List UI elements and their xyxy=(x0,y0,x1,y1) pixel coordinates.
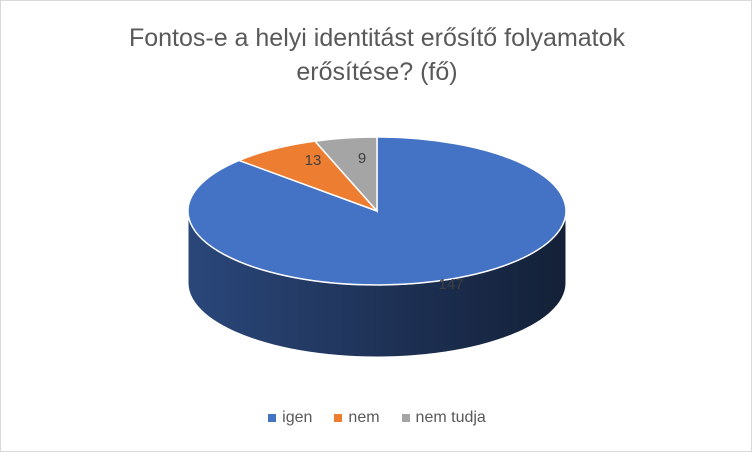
legend-swatch-igen xyxy=(268,414,277,422)
legend-swatch-nem-tudja xyxy=(401,414,410,422)
legend-item-nem: nem xyxy=(334,409,380,427)
chart-title: Fontos-e a helyi identitást erősítő foly… xyxy=(1,21,752,89)
data-label-igen: 147 xyxy=(438,276,463,293)
chart-legend: igen nem nem tudja xyxy=(1,409,752,427)
chart-title-line-2: erősítése? (fő) xyxy=(296,58,458,86)
legend-label-nem: nem xyxy=(348,409,380,426)
legend-item-nem-tudja: nem tudja xyxy=(401,409,486,427)
pie-slice-nem-tudja xyxy=(313,136,378,213)
legend-item-igen: igen xyxy=(268,409,312,427)
data-label-nem-tudja: 9 xyxy=(358,150,366,167)
legend-label-nem-tudja: nem tudja xyxy=(415,409,486,426)
legend-swatch-nem xyxy=(334,414,343,422)
chart-title-line-1: Fontos-e a helyi identitást erősítő foly… xyxy=(128,24,626,52)
data-label-nem: 13 xyxy=(305,152,322,169)
legend-label-igen: igen xyxy=(282,409,313,426)
